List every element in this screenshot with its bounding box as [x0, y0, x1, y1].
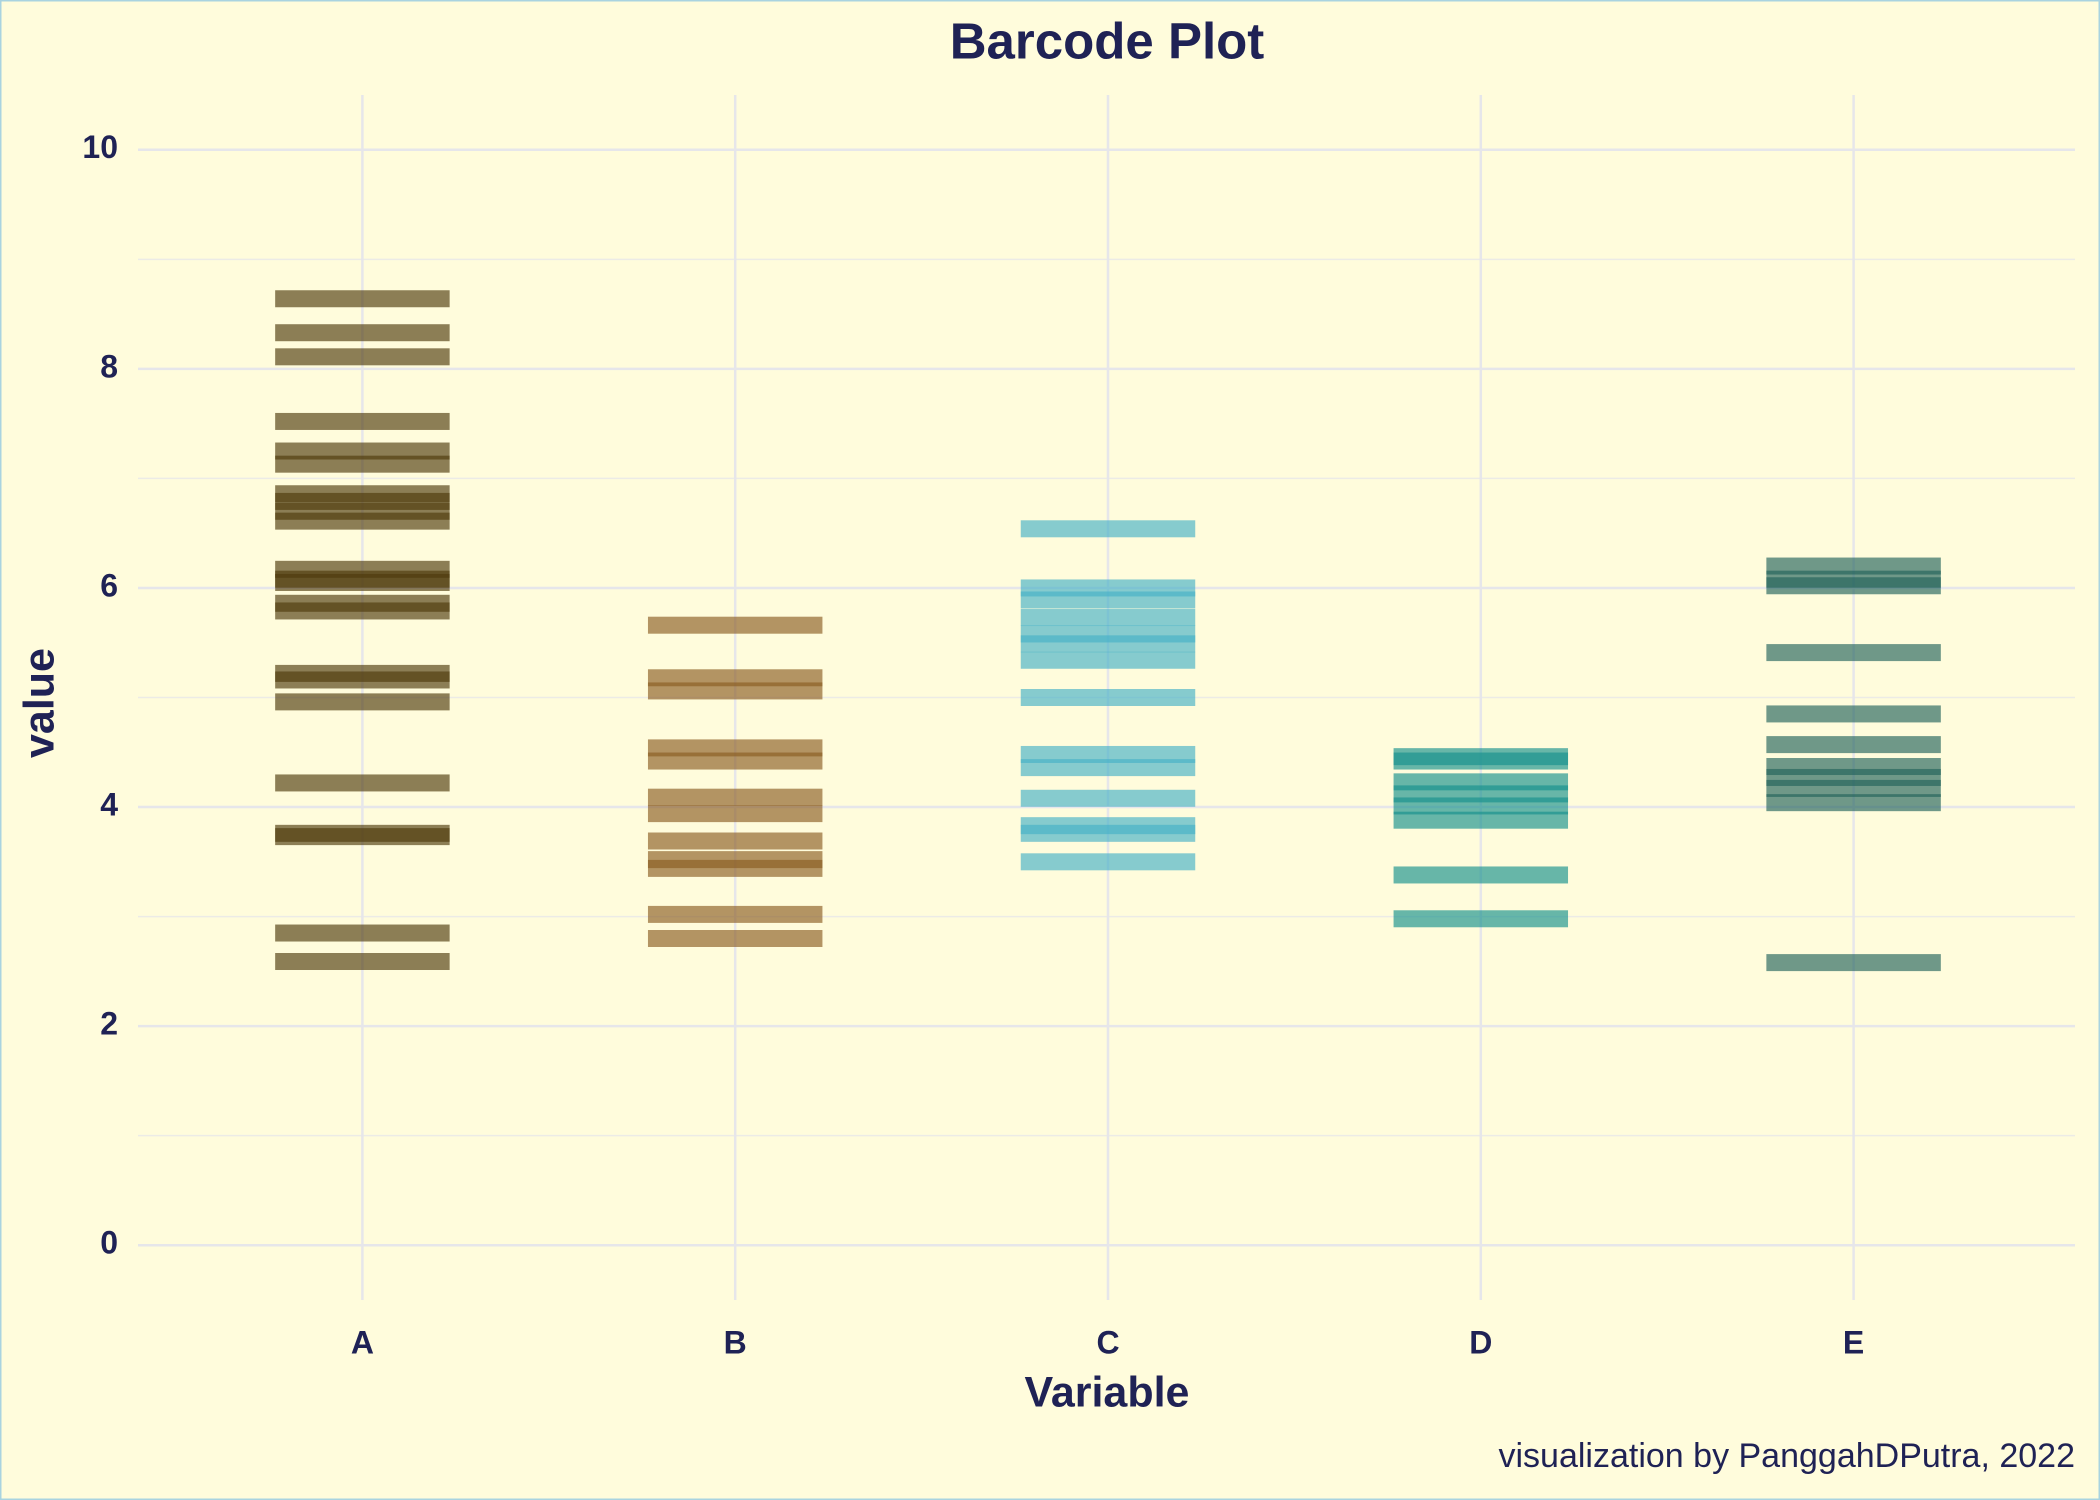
- barcode-line: [647, 788, 823, 806]
- barcode-line: [1020, 635, 1196, 653]
- barcode-line: [1766, 954, 1941, 972]
- x-axis-title: Variable: [1025, 1368, 1190, 1416]
- barcode-line: [1020, 689, 1196, 706]
- x-tick-label: A: [351, 1324, 374, 1360]
- barcode-line: [275, 442, 450, 460]
- barcode-line: [1020, 853, 1196, 871]
- barcode-line: [647, 805, 823, 823]
- x-tick-label: D: [1469, 1324, 1492, 1360]
- barcode-line: [1766, 577, 1941, 595]
- barcode-line: [275, 412, 450, 430]
- barcode-line: [1020, 520, 1196, 538]
- barcode-line: [1393, 811, 1569, 829]
- barcode-line: [275, 774, 450, 792]
- barcode-line: [1020, 789, 1196, 807]
- barcode-line: [647, 669, 823, 687]
- y-tick-label: 8: [100, 348, 118, 384]
- caption: visualization by PanggahDPutra, 2022: [1499, 1437, 2076, 1475]
- barcode-line: [1393, 752, 1569, 770]
- barcode-line: [275, 671, 450, 689]
- barcode-line: [647, 930, 823, 947]
- x-tick-label: E: [1843, 1324, 1864, 1360]
- y-tick-label: 2: [100, 1006, 118, 1042]
- barcode-line: [647, 905, 823, 923]
- barcode-line: [1393, 910, 1569, 928]
- barcode-line: [1393, 797, 1569, 815]
- barcode-line: [1766, 705, 1941, 723]
- barcode-line: [1020, 591, 1196, 609]
- barcode-line: [275, 693, 450, 711]
- y-tick-label: 6: [100, 567, 118, 603]
- barcode-line: [275, 953, 450, 971]
- x-tick-label: C: [1096, 1324, 1119, 1360]
- barcode-line: [1766, 644, 1941, 662]
- barcode-line: [647, 739, 823, 757]
- x-tick-label: B: [724, 1324, 747, 1360]
- barcode-line: [275, 828, 450, 846]
- barcode-line: [647, 859, 823, 877]
- barcode-line: [275, 290, 450, 308]
- y-tick-label: 10: [82, 129, 118, 165]
- barcode-line: [1020, 651, 1196, 669]
- barcode-line: [275, 348, 450, 366]
- barcode-line: [1766, 779, 1941, 797]
- barcode-line: [275, 324, 450, 342]
- barcode-line: [1766, 557, 1941, 575]
- y-tick-label: 0: [100, 1225, 118, 1261]
- barcode-line: [275, 924, 450, 942]
- barcode-line: [647, 616, 823, 634]
- barcode-line: [1766, 736, 1941, 754]
- y-tick-label: 4: [100, 786, 118, 822]
- barcode-line: [1020, 759, 1196, 777]
- barcode-line: [275, 512, 450, 530]
- chart-title: Barcode Plot: [950, 12, 1265, 69]
- barcode-line: [275, 455, 450, 473]
- barcode-line: [275, 573, 450, 591]
- barcode-line: [647, 752, 823, 770]
- y-axis-title: value: [15, 648, 63, 758]
- barcode-line: [275, 602, 450, 620]
- barcode-line: [1766, 794, 1941, 812]
- barcode-line: [647, 682, 823, 700]
- barcode-line: [1020, 745, 1196, 763]
- barcode-line: [1020, 824, 1196, 842]
- barcode-line: [1393, 866, 1569, 884]
- barcode-line: [1020, 609, 1196, 627]
- barcode-line: [647, 832, 823, 850]
